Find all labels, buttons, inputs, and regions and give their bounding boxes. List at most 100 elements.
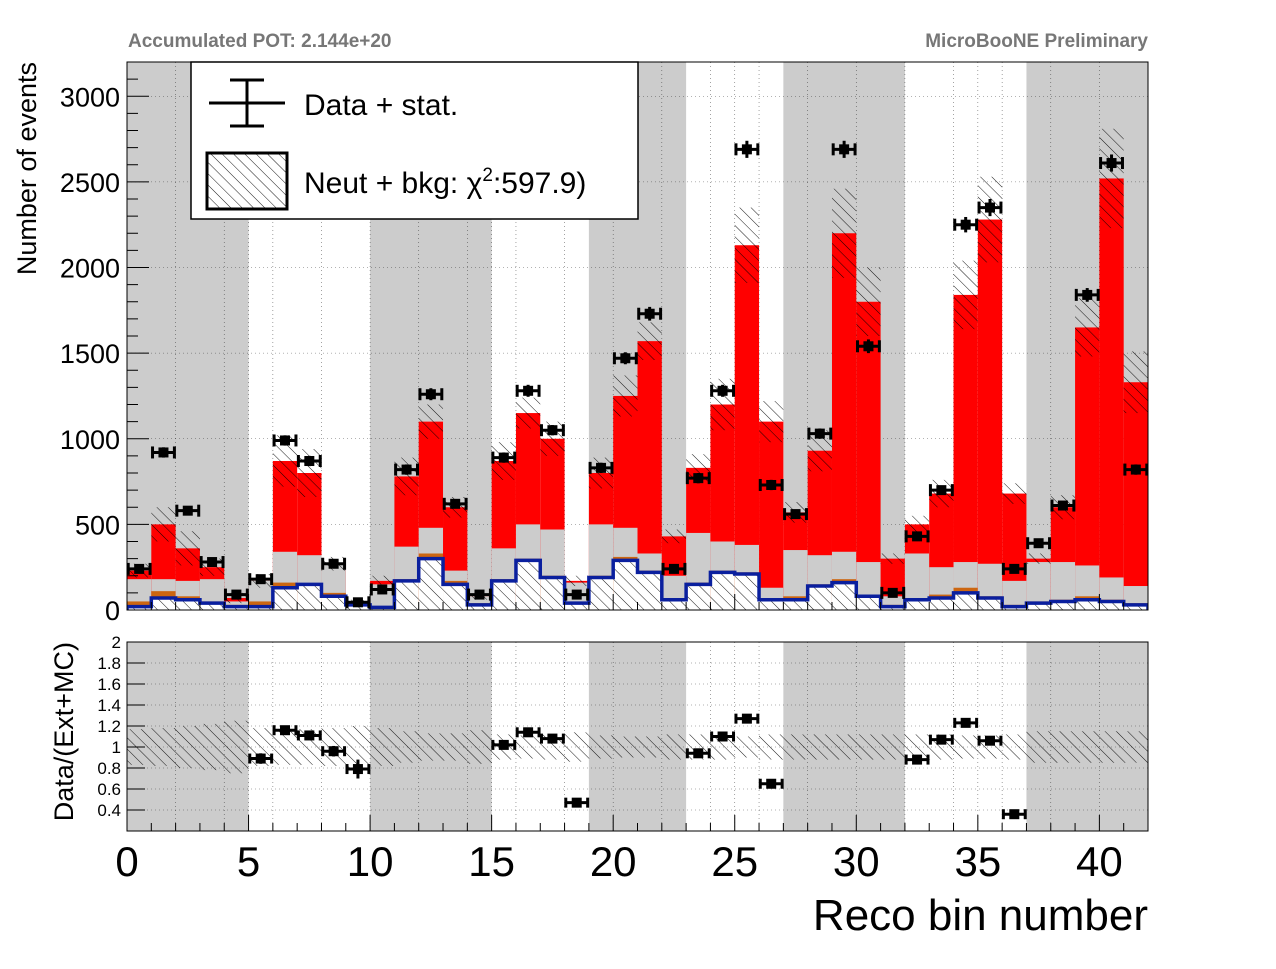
- blue-hatch: [783, 599, 808, 610]
- data-point: [296, 455, 322, 468]
- data-point: [1099, 154, 1124, 172]
- mc-uncertainty: [856, 267, 881, 336]
- data-points: [126, 140, 1149, 609]
- data-point: [612, 352, 638, 365]
- ratio-uncertainty-band: [127, 720, 1148, 774]
- mc-uncertainty: [370, 575, 395, 587]
- ratio-band: [783, 734, 808, 760]
- data-point: [953, 216, 979, 233]
- blue-hatch: [929, 598, 954, 610]
- blue-hatch: [1123, 604, 1148, 610]
- y-tick-label: 2500: [60, 168, 120, 198]
- ratio-band: [759, 734, 784, 760]
- ratio-band: [588, 735, 614, 759]
- y-tick-label: 500: [75, 510, 120, 540]
- ratio-band: [734, 736, 760, 758]
- blue-hatch: [1099, 601, 1124, 610]
- blue-hatch: [297, 584, 322, 610]
- ratio-band: [880, 734, 905, 760]
- blue-hatch: [1026, 603, 1051, 610]
- ratio-point: [296, 730, 322, 741]
- mc-uncertainty: [418, 404, 444, 439]
- mc-uncertainty: [1123, 351, 1148, 414]
- stacked-histogram: [127, 128, 1148, 610]
- data-point: [880, 586, 906, 599]
- data-point: [442, 497, 468, 510]
- data-point: [928, 484, 954, 497]
- ratio-point: [564, 797, 590, 808]
- blue-hatch: [321, 596, 346, 610]
- data-point: [783, 508, 808, 521]
- ratio-band: [1075, 731, 1100, 763]
- ratio-band: [807, 734, 832, 760]
- data-point: [321, 557, 347, 570]
- ratio-y-tick-label: 1.8: [97, 654, 121, 673]
- mc-uncertainty: [1026, 553, 1051, 564]
- blue-hatch: [540, 577, 565, 610]
- ratio-point: [928, 734, 954, 745]
- ratio-points: [248, 713, 1027, 820]
- legend: Data + stat. Neut + bkg: χ2:597.9): [190, 61, 639, 220]
- ratio-point: [734, 713, 760, 724]
- ratio-band: [661, 734, 687, 760]
- mc-uncertainty: [637, 322, 662, 360]
- ratio-band: [637, 736, 662, 758]
- legend-data-label: Data + stat.: [304, 89, 458, 122]
- blue-hatch: [856, 596, 881, 610]
- data-point: [661, 562, 687, 575]
- mc-uncertainty: [175, 531, 200, 566]
- data-point: [710, 384, 736, 397]
- mc-uncertainty: [759, 401, 784, 443]
- y-tick-label: 2000: [60, 254, 120, 284]
- blue-hatch: [661, 599, 687, 610]
- ratio-band: [467, 730, 492, 764]
- ratio-point: [1001, 809, 1027, 820]
- mc-uncertainty: [953, 260, 978, 330]
- blue-hatch: [564, 603, 589, 610]
- mc-uncertainty: [880, 553, 905, 564]
- blue-hatch: [904, 599, 930, 610]
- x-axis-title: Reco bin number: [813, 891, 1148, 940]
- data-point: [175, 504, 201, 517]
- ratio-band: [1026, 731, 1051, 763]
- data-point: [1001, 562, 1027, 575]
- data-point: [685, 472, 711, 485]
- ratio-band: [856, 734, 881, 760]
- blue-hatch: [831, 582, 857, 610]
- ratio-point: [953, 717, 979, 728]
- blue-hatch: [394, 580, 419, 610]
- data-point: [831, 140, 857, 158]
- ratio-y-tick-label: 0.6: [97, 780, 121, 799]
- blue-hatch: [1075, 599, 1100, 610]
- mc-uncertainty: [151, 507, 176, 542]
- blue-hatch: [734, 574, 760, 610]
- blue-hatch: [151, 598, 176, 610]
- ratio-band: [175, 726, 200, 768]
- ratio-band: [1123, 731, 1148, 763]
- ratio-y-tick-label: 0.4: [97, 801, 121, 820]
- blue-hatch: [199, 603, 225, 610]
- data-point: [977, 199, 1003, 217]
- ratio-y-tick-label: 0.8: [97, 759, 121, 778]
- y-axis-title: Number of events: [12, 62, 42, 275]
- data-point: [904, 530, 930, 543]
- mc-uncertainty: [977, 176, 1003, 263]
- blue-hatch: [467, 604, 492, 610]
- red-bar: [831, 233, 857, 610]
- legend-mc-swatch: [205, 151, 289, 211]
- ratio-point: [904, 754, 930, 765]
- mc-uncertainty: [1099, 128, 1124, 229]
- legend-mc-label: Neut + bkg: χ2:597.9): [304, 165, 586, 200]
- data-point: [564, 588, 590, 601]
- ratio-point: [345, 759, 371, 779]
- data-point: [418, 388, 444, 401]
- ratio-band: [394, 731, 419, 763]
- blue-hatch: [515, 560, 541, 610]
- y-tick-label: 1000: [60, 425, 120, 455]
- ratio-point: [977, 735, 1003, 746]
- mc-uncertainty: [1075, 298, 1100, 357]
- red-bar: [1123, 382, 1148, 610]
- ratio-point: [758, 778, 784, 789]
- ratio-y-tick-label: 1.6: [97, 675, 121, 694]
- mc-uncertainty: [564, 575, 589, 587]
